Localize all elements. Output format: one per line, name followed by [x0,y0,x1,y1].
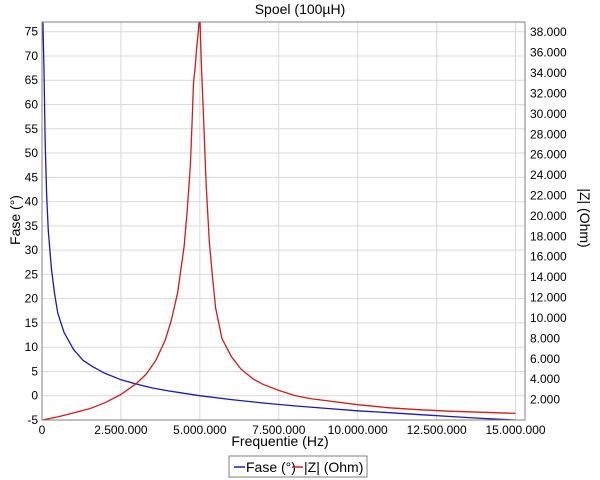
y-right-tick-label: 30.000 [530,107,567,121]
y-left-tick-labels: -5 0 5 10 15 20 25 30 35 40 45 50 55 60 65 70 75 [25,25,39,427]
y-left-axis-title: Fase (°) [7,195,23,245]
x-tick-label: 0 [39,423,46,437]
y-right-tick-label: 18.000 [530,229,567,243]
series-line-impedance [42,22,516,420]
y-right-tick-label: 38.000 [530,25,567,39]
y-left-tick-label: -5 [27,413,38,427]
grid [41,22,525,421]
series-lines [42,22,516,420]
x-axis-title: Frequentie (Hz) [231,433,328,449]
y-left-tick-label: 70 [25,49,39,63]
y-left-tick-label: 40 [25,195,39,209]
y-left-tick-label: 15 [25,316,39,330]
y-right-tick-label: 16.000 [530,250,567,264]
x-tick-label: 7.500.000 [252,423,306,437]
y-left-tick-label: 10 [25,340,39,354]
y-right-tick-label: 2.000 [530,393,560,407]
y-right-axis-title: |Z| (Ohm) [577,188,593,247]
legend-label-fase: Fase (°) [246,459,296,475]
legend-label-impedance: |Z| (Ohm) [304,459,363,475]
y-left-tick-label: 55 [25,122,39,136]
y-right-tick-label: 22.000 [530,188,567,202]
y-right-tick-label: 10.000 [530,311,567,325]
y-right-tick-labels: 2.000 4.000 6.000 8.000 10.000 12.000 14.000 16… [530,25,567,406]
x-tick-label: 10.000.000 [328,423,388,437]
y-left-tick-label: 25 [25,267,39,281]
y-right-tick-label: 34.000 [530,66,567,80]
y-right-tick-label: 6.000 [530,352,560,366]
y-left-tick-label: 5 [31,364,38,378]
y-right-tick-label: 32.000 [530,86,567,100]
y-right-tick-label: 12.000 [530,291,567,305]
plot-border [41,21,526,421]
y-left-tick-label: 20 [25,292,39,306]
y-right-tick-label: 24.000 [530,168,567,182]
x-tick-label: 15.000.000 [485,423,545,437]
y-right-tick-label: 4.000 [530,372,560,386]
y-left-tick-label: 0 [31,389,38,403]
y-right-tick-label: 8.000 [530,331,560,345]
y-left-tick-label: 50 [25,146,39,160]
x-tick-label: 12.500.000 [407,423,467,437]
y-right-tick-label: 36.000 [530,46,567,60]
y-left-tick-label: 45 [25,170,39,184]
y-left-tick-label: 30 [25,243,39,257]
chart-title: Spoel (100µH) [255,1,346,17]
x-tick-labels: 0 2.500.000 5.000.000 7.500.000 10.000.000 12… [39,423,546,437]
y-right-tick-label: 20.000 [530,209,567,223]
y-left-tick-label: 65 [25,73,39,87]
y-left-tick-label: 75 [25,25,39,39]
x-tick-label: 2.500.000 [94,423,148,437]
y-right-tick-label: 28.000 [530,127,567,141]
y-right-tick-label: 14.000 [530,270,567,284]
y-right-tick-label: 26.000 [530,148,567,162]
series-line-fase [42,22,516,420]
x-tick-label: 5.000.000 [173,423,227,437]
legend: Fase (°) |Z| (Ohm) [228,455,368,478]
y-left-tick-label: 35 [25,219,39,233]
y-left-tick-label: 60 [25,98,39,112]
